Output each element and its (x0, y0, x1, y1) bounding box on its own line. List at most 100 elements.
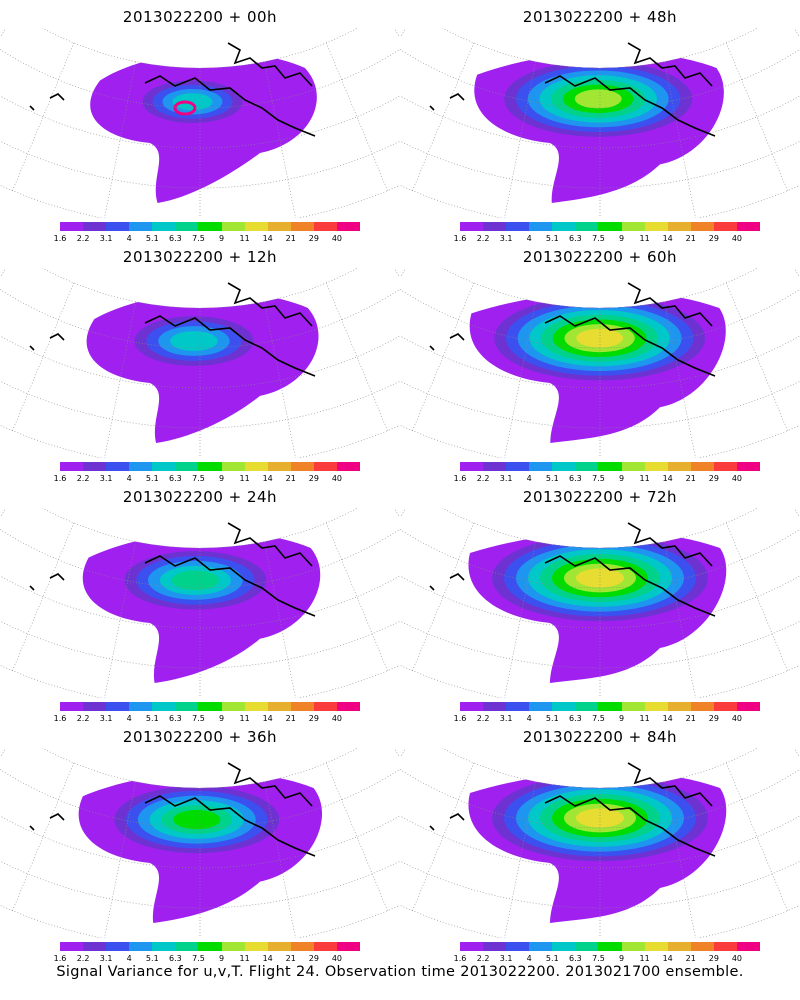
variance-field (468, 771, 727, 923)
colorbar-tick-label: 40 (731, 234, 743, 243)
colorbar-swatch (152, 942, 176, 951)
variance-field (468, 531, 727, 683)
colorbar-swatch (175, 462, 199, 471)
colorbar-labels: 1.6 2.2 3.1 4 5.1 6.3 7.5 9 11 14 21 29 40 (54, 474, 360, 484)
coastline (29, 522, 316, 617)
colorbar-tick-label: 1.6 (453, 474, 467, 483)
colorbar-swatch (221, 942, 245, 951)
colorbar-tick-label: 3.1 (99, 474, 113, 483)
colorbar-tick-label: 6.3 (569, 714, 582, 723)
colorbar-tick-label: 1.6 (453, 954, 467, 963)
variance-map (0, 268, 400, 458)
colorbar-swatch (621, 942, 645, 951)
colorbar-swatch (598, 222, 622, 231)
colorbar (460, 702, 761, 711)
colorbar-swatch (598, 702, 622, 711)
colorbar-tick-label: 14 (262, 954, 273, 963)
variance-map (400, 748, 800, 938)
colorbar-tick-label: 4 (126, 954, 132, 963)
colorbar-swatch (129, 702, 153, 711)
graticule (400, 268, 800, 458)
colorbar-swatch (644, 702, 668, 711)
colorbar-tick-label: 21 (285, 954, 296, 963)
variance-field (82, 531, 321, 683)
colorbar-tick-label: 4 (526, 234, 532, 243)
colorbar-labels: 1.6 2.2 3.1 4 5.1 6.3 7.5 9 11 14 21 29 40 (454, 234, 760, 244)
colorbar-swatch (175, 702, 199, 711)
colorbar-tick-label: 6.3 (569, 474, 582, 483)
colorbar-swatch (667, 222, 691, 231)
colorbar-swatch (506, 222, 530, 231)
colorbar-swatch (506, 942, 530, 951)
colorbar-tick-label: 3.1 (499, 234, 513, 243)
colorbar-swatch (106, 462, 130, 471)
colorbar-tick-label: 14 (262, 714, 273, 723)
colorbar-tick-label: 6.3 (169, 954, 182, 963)
colorbar-tick-label: 9 (218, 474, 225, 483)
coastline (29, 762, 316, 857)
colorbar-swatch (106, 702, 130, 711)
colorbar-tick-label: 3.1 (499, 954, 513, 963)
forecast-panel: 2013022200 + 00h 1.6 2.2 3.1 4 5.1 6.3 7.5 9 11 14… (0, 0, 400, 243)
colorbar-swatch (152, 702, 176, 711)
colorbar-tick-label: 3.1 (99, 234, 113, 243)
colorbar-swatch (290, 942, 314, 951)
colorbar-tick-label: 40 (731, 954, 743, 963)
colorbar-swatch (690, 462, 714, 471)
colorbar (60, 462, 361, 471)
colorbar-tick-label: 6.3 (169, 474, 182, 483)
colorbar-swatch (106, 222, 130, 231)
colorbar-swatch (221, 462, 245, 471)
colorbar-tick-label: 11 (639, 954, 650, 963)
colorbar-tick-label: 6.3 (169, 234, 182, 243)
forecast-panel: 2013022200 + 60h 1.6 2.2 3.1 4 5.1 6.3 7.5 9 11 14… (400, 240, 800, 483)
colorbar-swatch (336, 222, 361, 231)
colorbar-tick-label: 14 (662, 474, 673, 483)
colorbar-swatch (129, 942, 153, 951)
colorbar-tick-label: 7.5 (192, 714, 205, 723)
colorbar-swatch (690, 702, 714, 711)
colorbar-swatch (621, 462, 645, 471)
colorbar-swatch (60, 942, 84, 951)
colorbar-swatch (175, 222, 199, 231)
colorbar-swatch (506, 702, 530, 711)
forecast-panel: 2013022200 + 72h 1.6 2.2 3.1 4 5.1 6.3 7.5 9 11 14… (400, 480, 800, 723)
colorbar-swatch (290, 702, 314, 711)
panel-title: 2013022200 + 48h (522, 8, 678, 26)
colorbar-tick-label: 21 (285, 474, 296, 483)
colorbar-swatch (313, 942, 337, 951)
colorbar-tick-label: 11 (239, 954, 250, 963)
colorbar-tick-label: 4 (126, 714, 132, 723)
colorbar-swatch (290, 222, 314, 231)
colorbar-tick-label: 9 (618, 954, 625, 963)
colorbar-tick-label: 7.5 (592, 474, 605, 483)
colorbar-tick-label: 4 (126, 474, 132, 483)
colorbar-swatch (267, 462, 291, 471)
variance-map (400, 508, 800, 698)
colorbar-labels: 1.6 2.2 3.1 4 5.1 6.3 7.5 9 11 14 21 29 40 (454, 714, 760, 724)
colorbar-swatch (529, 462, 553, 471)
colorbar-swatch (267, 702, 291, 711)
colorbar-swatch (483, 942, 507, 951)
colorbar-tick-label: 40 (731, 714, 743, 723)
graticule (0, 28, 400, 218)
colorbar-tick-label: 2.2 (76, 954, 90, 963)
colorbar-tick-label: 40 (331, 714, 343, 723)
colorbar-tick-label: 1.6 (53, 234, 67, 243)
colorbar-swatch (290, 462, 314, 471)
colorbar-labels: 1.6 2.2 3.1 4 5.1 6.3 7.5 9 11 14 21 29 40 (454, 954, 760, 964)
colorbar-labels: 1.6 2.2 3.1 4 5.1 6.3 7.5 9 11 14 21 29 40 (54, 954, 360, 964)
colorbar-tick-label: 1.6 (53, 714, 67, 723)
colorbar-swatch (529, 942, 553, 951)
colorbar-tick-label: 14 (262, 474, 273, 483)
colorbar-swatch (129, 462, 153, 471)
colorbar-swatch (575, 942, 599, 951)
colorbar-tick-label: 7.5 (192, 954, 205, 963)
colorbar-tick-label: 40 (331, 474, 343, 483)
colorbar-tick-label: 1.6 (53, 954, 67, 963)
colorbar-tick-label: 11 (639, 234, 650, 243)
colorbar-swatch (644, 462, 668, 471)
colorbar-tick-label: 5.1 (145, 474, 159, 483)
colorbar-tick-label: 5.1 (145, 954, 159, 963)
variance-map (400, 268, 800, 458)
